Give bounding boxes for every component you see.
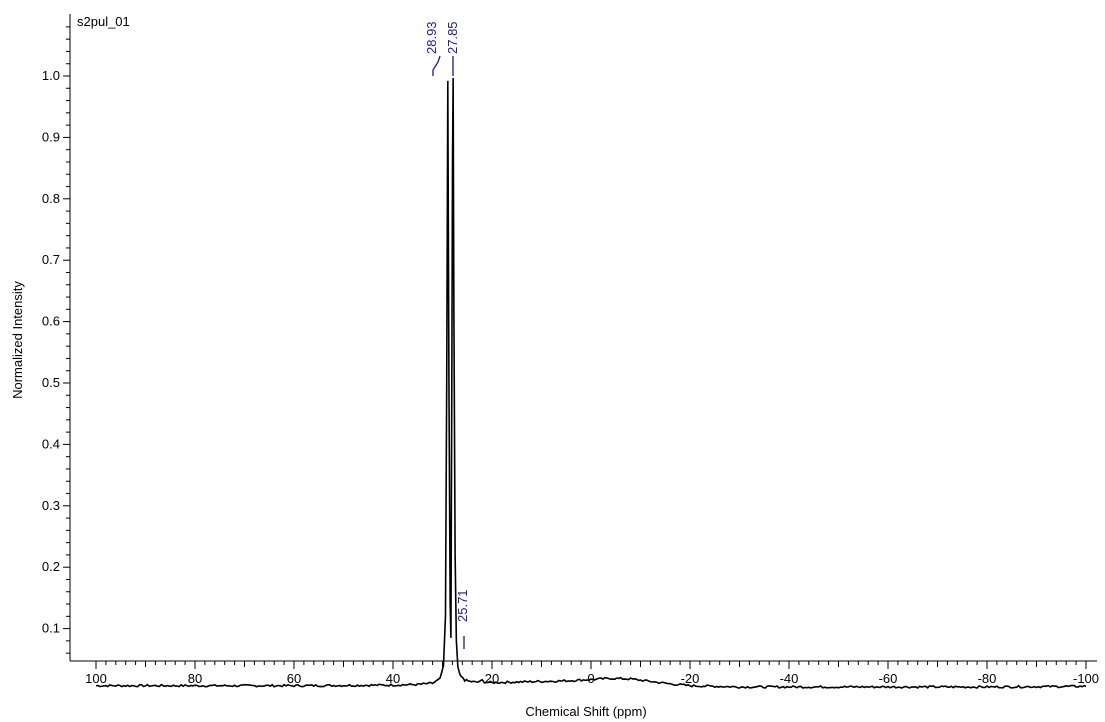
peak-label: 27.85: [445, 21, 460, 54]
y-axis-ticks: 0.1 0.2 0.3 0.4 0.5 0.6 0.7 0.8 0.9 1.0: [42, 26, 70, 654]
x-tick-label: -20: [681, 671, 700, 686]
spectrum-trace: [95, 77, 1087, 689]
x-axis-ticks: 100 80 60 40 20 0 -20 -40 -60 -80 -100: [85, 661, 1099, 686]
y-tick-label: 0.9: [42, 129, 60, 144]
x-axis-title: Chemical Shift (ppm): [525, 704, 646, 719]
x-tick-label: -100: [1073, 671, 1099, 686]
axes: [69, 14, 1097, 662]
y-tick-label: 0.7: [42, 252, 60, 267]
y-tick-label: 0.5: [42, 375, 60, 390]
peak-label: 28.93: [424, 21, 439, 54]
y-tick-label: 0.6: [42, 314, 60, 329]
peak-labels: 28.93 27.85 25.71: [424, 21, 470, 649]
x-tick-label: -60: [879, 671, 898, 686]
y-tick-label: 0.2: [42, 559, 60, 574]
y-tick-label: 0.1: [42, 621, 60, 636]
y-tick-label: 0.4: [42, 436, 60, 451]
y-tick-label: 0.8: [42, 191, 60, 206]
x-tick-label: 80: [188, 671, 202, 686]
dataset-label: s2pul_01: [77, 14, 130, 29]
x-tick-label: 60: [287, 671, 301, 686]
y-tick-label: 0.3: [42, 498, 60, 513]
x-tick-label: -40: [780, 671, 799, 686]
peak-label: 25.71: [455, 589, 470, 622]
peak-leader: [432, 55, 441, 76]
x-tick-label: 100: [85, 671, 107, 686]
y-axis-title: Normalized Intensity: [10, 281, 25, 399]
x-tick-label: -80: [978, 671, 997, 686]
y-tick-label: 1.0: [42, 68, 60, 83]
x-tick-label: 40: [386, 671, 400, 686]
